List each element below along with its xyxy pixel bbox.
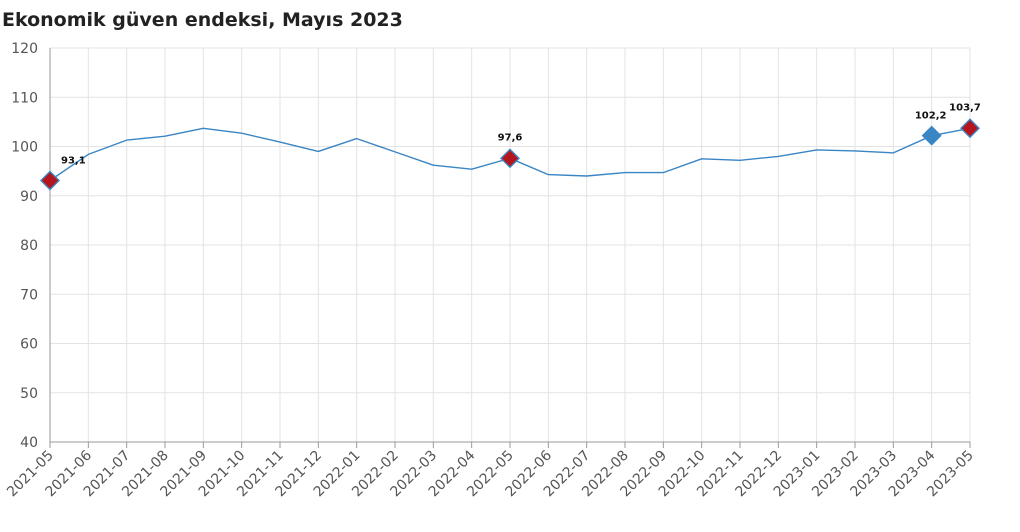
y-tick-label: 100: [11, 140, 38, 156]
y-tick-label: 70: [20, 287, 38, 303]
y-tick-label: 90: [20, 189, 38, 205]
y-tick-label: 40: [20, 435, 38, 451]
data-point-marker: [921, 125, 942, 146]
y-tick-label: 110: [11, 90, 38, 106]
y-tick-label: 50: [20, 386, 38, 402]
y-tick-label: 80: [20, 238, 38, 254]
data-point-marker: [40, 170, 60, 191]
y-tick-label: 60: [20, 337, 38, 353]
data-label: 102,2: [915, 111, 947, 122]
data-label: 97,6: [498, 132, 523, 143]
y-tick-label: 120: [11, 41, 38, 57]
data-point-marker: [960, 118, 980, 139]
data-label: 103,7: [949, 102, 981, 113]
data-point-marker: [500, 148, 520, 169]
data-label: 93,1: [61, 155, 86, 166]
chart-title: Ekonomik güven endeksi, Mayıs 2023: [2, 9, 403, 31]
